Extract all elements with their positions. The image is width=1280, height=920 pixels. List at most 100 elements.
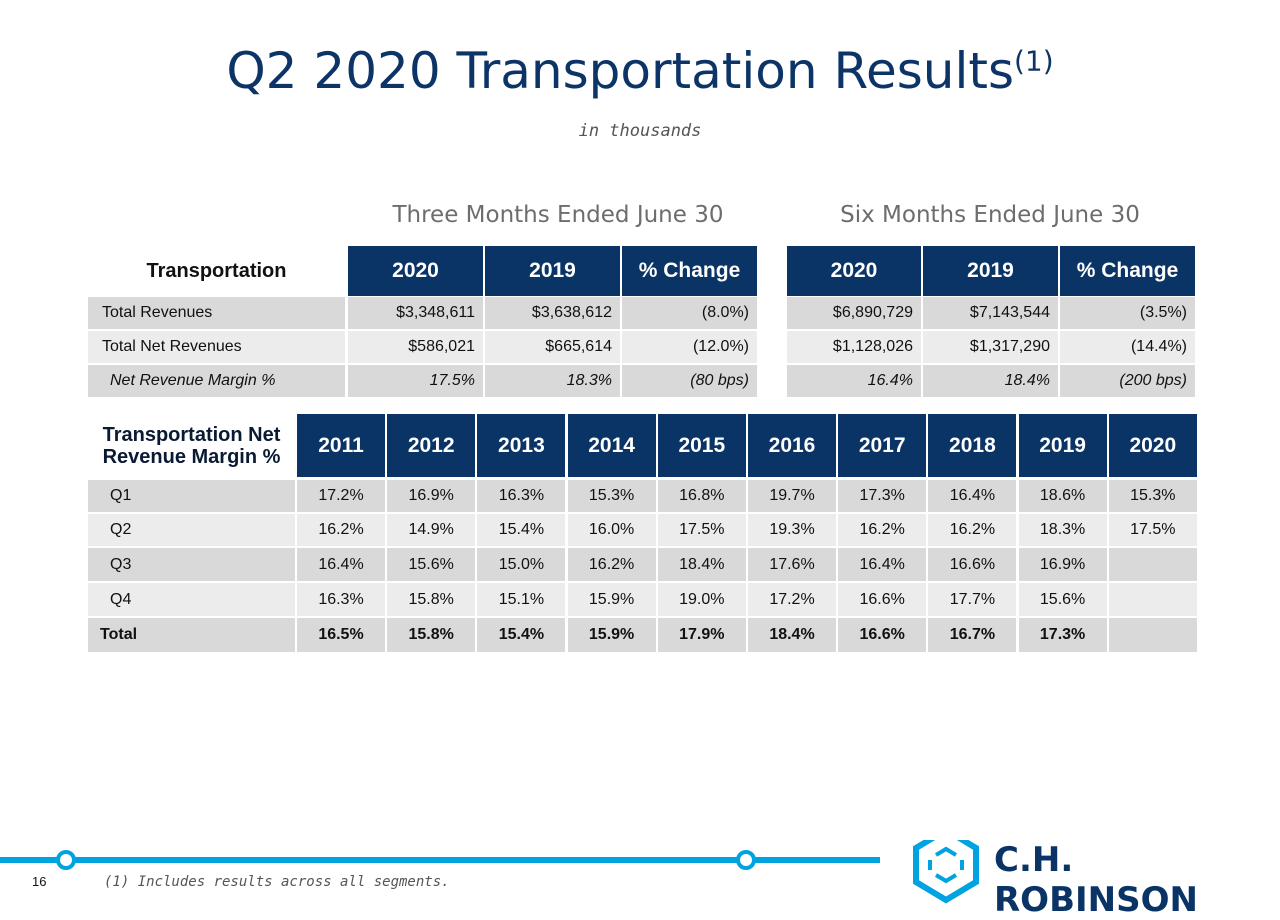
table-cell: 16.4%	[838, 548, 927, 581]
footer-dot	[56, 850, 76, 870]
table-cell: 2020	[787, 246, 921, 296]
table-cell: 2014	[567, 414, 656, 477]
table-cell: 18.4%	[657, 548, 746, 581]
table-cell: 16.2%	[297, 514, 385, 546]
table-cell: 19.7%	[748, 480, 836, 512]
table-cell: 16.6%	[928, 548, 1017, 581]
table-cell: 16.8%	[657, 480, 746, 512]
table-cell: $7,143,544	[923, 297, 1058, 329]
table-cell: 16.0%	[567, 514, 656, 546]
table-cell: Q4	[88, 583, 295, 616]
table-cell: 2019	[485, 246, 620, 296]
table-cell: Net Revenue Margin %	[88, 365, 345, 397]
table-cell: $3,348,611	[348, 297, 483, 329]
footer-line	[0, 857, 880, 863]
table-cell: 15.6%	[387, 548, 476, 581]
table-cell: 15.1%	[477, 583, 566, 616]
table-cell: 2013	[477, 414, 566, 477]
table-cell: 16.3%	[477, 480, 566, 512]
table-cell: 2020	[348, 246, 483, 296]
table-cell: 18.4%	[923, 365, 1058, 397]
table-cell: 16.9%	[1018, 548, 1107, 581]
table-cell: 16.2%	[567, 548, 656, 581]
table-cell: 15.9%	[567, 583, 656, 616]
table-cell: 16.4%	[928, 480, 1017, 512]
table-cell: $1,317,290	[923, 331, 1058, 363]
table-cell: 18.6%	[1018, 480, 1107, 512]
table-cell: Q1	[88, 480, 295, 512]
table-cell: % Change	[622, 246, 757, 296]
table-cell: $586,021	[348, 331, 483, 363]
table-cell: (3.5%)	[1060, 297, 1195, 329]
table-cell: 15.4%	[477, 514, 566, 546]
table-cell: 16.5%	[297, 618, 385, 652]
table-cell: 2018	[928, 414, 1017, 477]
table-cell: 17.5%	[348, 365, 483, 397]
group-header: Three Months Ended June 30	[392, 202, 724, 228]
table-cell: Transportation Net Revenue Margin %	[102, 423, 281, 468]
table-cell: 15.9%	[567, 618, 656, 652]
table-cell: 18.3%	[485, 365, 620, 397]
table-cell: 17.5%	[657, 514, 746, 546]
table-cell: 2016	[748, 414, 836, 477]
table-cell: 16.6%	[838, 618, 927, 652]
title-wrap: Q2 2020 Transportation Results(1)	[0, 42, 1280, 100]
table-cell: 15.3%	[567, 480, 656, 512]
table-cell: (12.0%)	[622, 331, 757, 363]
table-cell: 16.9%	[387, 480, 476, 512]
table-cell: (200 bps)	[1060, 365, 1195, 397]
table-cell: 17.2%	[748, 583, 836, 616]
group-header: Six Months Ended June 30	[840, 202, 1140, 228]
table-cell: (14.4%)	[1060, 331, 1195, 363]
logo: C.H. ROBINSON	[994, 840, 1198, 920]
table-cell: 15.4%	[477, 618, 566, 652]
table-cell: 2011	[297, 414, 385, 477]
table-cell: 15.3%	[1108, 480, 1197, 512]
table-cell: Transportation	[146, 259, 287, 282]
table-cell: $6,890,729	[787, 297, 921, 329]
table-cell: 2019	[1018, 414, 1107, 477]
table-cell: 16.6%	[838, 583, 927, 616]
table-cell: 16.2%	[838, 514, 927, 546]
table-cell: 18.3%	[1018, 514, 1107, 546]
table-cell: $1,128,026	[787, 331, 921, 363]
table-cell: 18.4%	[748, 618, 836, 652]
table-cell: 17.5%	[1108, 514, 1197, 546]
title: Q2 2020 Transportation Results	[226, 42, 1014, 100]
table-cell: $665,614	[485, 331, 620, 363]
table-cell: 2017	[838, 414, 927, 477]
footer-dot	[736, 850, 756, 870]
table-cell: 17.2%	[297, 480, 385, 512]
subtitle: in thousands	[578, 121, 702, 141]
empty-cell	[1108, 548, 1197, 581]
table-cell: 15.8%	[387, 618, 476, 652]
table-cell: 2019	[923, 246, 1058, 296]
table-cell: 16.3%	[297, 583, 385, 616]
empty-cell	[1108, 618, 1197, 652]
footnote: (1) Includes results across all segments…	[104, 874, 450, 890]
table-cell: 15.0%	[477, 548, 566, 581]
table-cell: (80 bps)	[622, 365, 757, 397]
table-cell: 2020	[1108, 414, 1197, 477]
table-cell: 19.3%	[748, 514, 836, 546]
table-cell: Total	[88, 618, 295, 652]
table-cell: 16.7%	[928, 618, 1017, 652]
table-cell: 17.6%	[748, 548, 836, 581]
table-cell: 16.2%	[928, 514, 1017, 546]
table-cell: Q3	[88, 548, 295, 581]
table-cell: Total Net Revenues	[88, 331, 345, 363]
footer-graphics	[0, 840, 979, 904]
empty-cell	[1108, 583, 1197, 616]
table-cell: 17.3%	[1018, 618, 1107, 652]
page-number: 16	[32, 874, 47, 889]
table-cell: 16.4%	[787, 365, 921, 397]
table-cell: 19.0%	[657, 583, 746, 616]
table-cell: 2015	[657, 414, 746, 477]
table-cell: 17.9%	[657, 618, 746, 652]
title-note: (1)	[1014, 44, 1054, 78]
table-cell: 17.3%	[838, 480, 927, 512]
table-cell: % Change	[1060, 246, 1195, 296]
table-cell: 14.9%	[387, 514, 476, 546]
table-cell: (8.0%)	[622, 297, 757, 329]
